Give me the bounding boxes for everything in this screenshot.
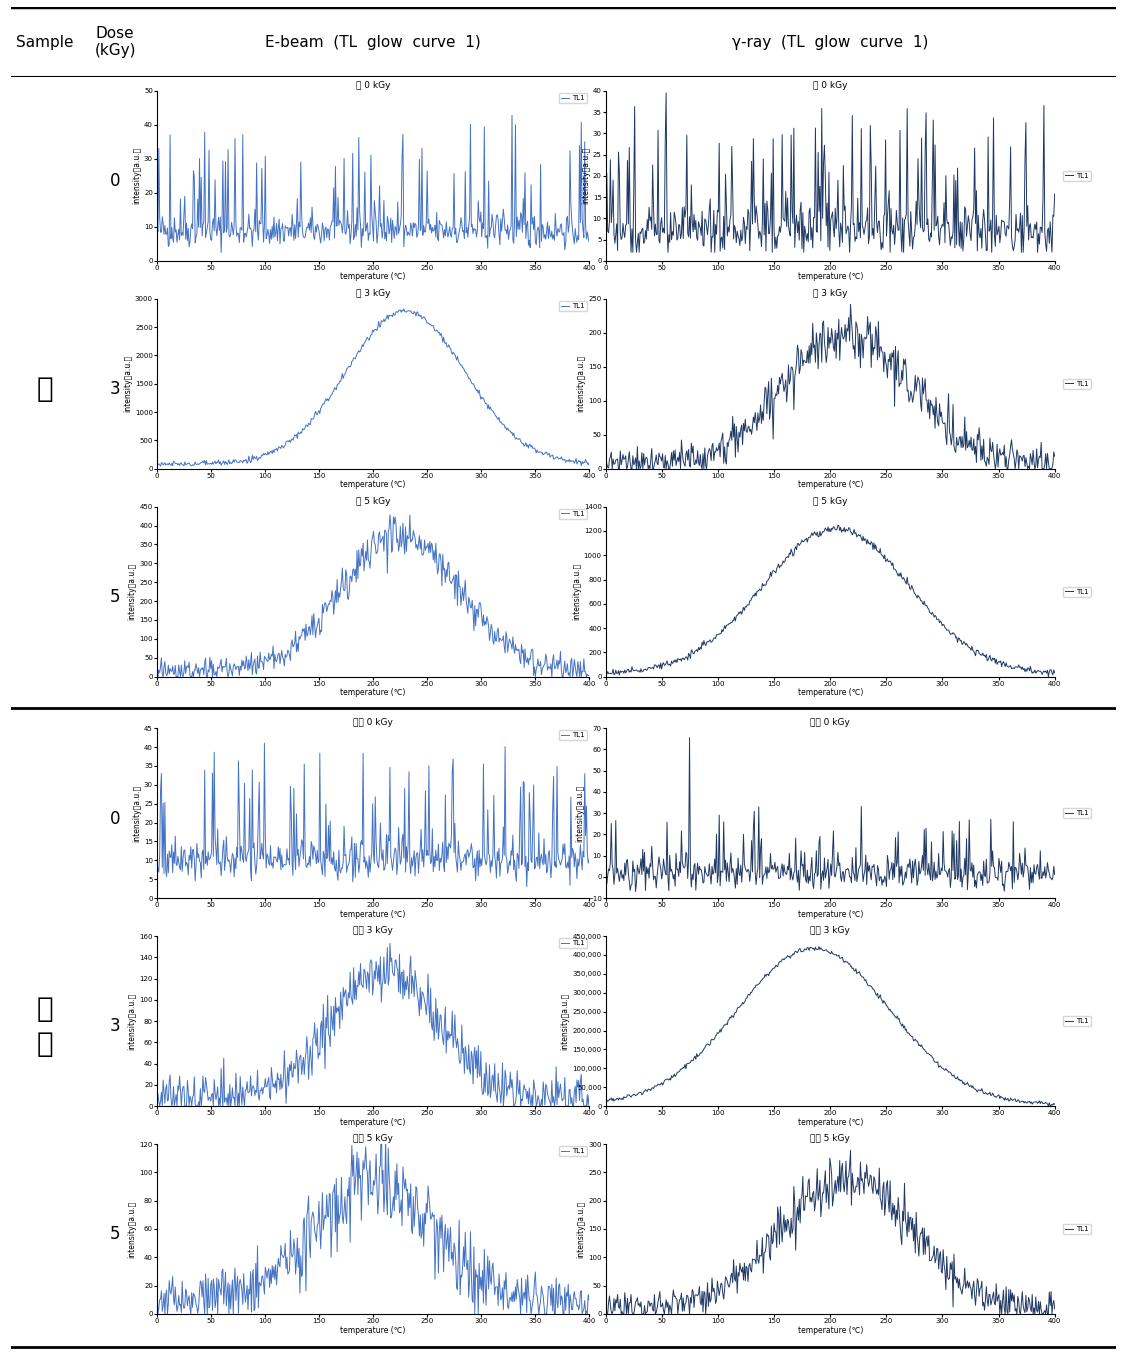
Y-axis label: intensity（a.u.）: intensity（a.u.） — [577, 355, 586, 412]
Y-axis label: intensity（a.u.）: intensity（a.u.） — [132, 785, 141, 842]
Legend: TL1: TL1 — [559, 508, 587, 519]
Legend: TL1: TL1 — [1063, 1224, 1091, 1234]
Legend: TL1: TL1 — [559, 731, 587, 740]
Legend: TL1: TL1 — [559, 938, 587, 948]
X-axis label: temperature (℃): temperature (℃) — [798, 910, 863, 918]
X-axis label: temperature (℃): temperature (℃) — [340, 1326, 406, 1334]
X-axis label: temperature (℃): temperature (℃) — [798, 689, 863, 697]
Title: 팩 0 kGy: 팩 0 kGy — [813, 81, 847, 89]
Y-axis label: intensity（a.u.）: intensity（a.u.） — [128, 993, 137, 1050]
Text: Sample: Sample — [16, 34, 74, 50]
Y-axis label: intensity（a.u.）: intensity（a.u.） — [132, 148, 141, 205]
Y-axis label: intensity（a.u.）: intensity（a.u.） — [123, 355, 132, 412]
Legend: TL1: TL1 — [559, 94, 587, 103]
Y-axis label: intensity（a.u.）: intensity（a.u.） — [128, 563, 137, 620]
Text: Dose
(kGy): Dose (kGy) — [94, 26, 136, 58]
X-axis label: temperature (℃): temperature (℃) — [340, 273, 406, 281]
Legend: TL1: TL1 — [1063, 378, 1091, 389]
X-axis label: temperature (℃): temperature (℃) — [340, 910, 406, 918]
Title: 녹구 0 kGy: 녹구 0 kGy — [810, 719, 850, 727]
Text: 3: 3 — [110, 1017, 120, 1036]
Title: 팩 5 kGy: 팩 5 kGy — [813, 496, 847, 506]
Title: 팩 3 kGy: 팩 3 kGy — [813, 289, 847, 298]
Text: 팩: 팩 — [37, 376, 53, 403]
Y-axis label: intensity（a.u.）: intensity（a.u.） — [572, 563, 581, 620]
Title: 팩 3 kGy: 팩 3 kGy — [356, 289, 390, 298]
Title: 녹구 5 kGy: 녹구 5 kGy — [810, 1134, 850, 1143]
Legend: TL1: TL1 — [559, 301, 587, 311]
Y-axis label: intensity（a.u.）: intensity（a.u.） — [576, 785, 585, 842]
Text: 5: 5 — [110, 589, 120, 606]
Legend: TL1: TL1 — [1063, 1016, 1091, 1026]
Y-axis label: intensity（a.u.）: intensity（a.u.） — [581, 148, 590, 205]
X-axis label: temperature (℃): temperature (℃) — [798, 1117, 863, 1127]
Text: 0: 0 — [110, 172, 120, 190]
X-axis label: temperature (℃): temperature (℃) — [340, 689, 406, 697]
X-axis label: temperature (℃): temperature (℃) — [340, 480, 406, 490]
Title: 팩 5 kGy: 팩 5 kGy — [356, 496, 390, 506]
Text: 3: 3 — [110, 380, 120, 399]
Title: 녹두 5 kGy: 녹두 5 kGy — [353, 1134, 393, 1143]
Text: E-beam  (TL  glow  curve  1): E-beam (TL glow curve 1) — [265, 34, 481, 50]
Y-axis label: intensity（a.u.）: intensity（a.u.） — [561, 993, 570, 1050]
Text: 녹
두: 녹 두 — [37, 995, 53, 1058]
Title: 녹두 0 kGy: 녹두 0 kGy — [353, 719, 393, 727]
Legend: TL1: TL1 — [1063, 587, 1091, 597]
Title: 녹구 3 kGy: 녹구 3 kGy — [810, 926, 850, 936]
X-axis label: temperature (℃): temperature (℃) — [340, 1117, 406, 1127]
X-axis label: temperature (℃): temperature (℃) — [798, 273, 863, 281]
Legend: TL1: TL1 — [1063, 171, 1091, 180]
Text: γ-ray  (TL  glow  curve  1): γ-ray (TL glow curve 1) — [732, 34, 929, 50]
Legend: TL1: TL1 — [1063, 808, 1091, 818]
Y-axis label: intensity（a.u.）: intensity（a.u.） — [128, 1200, 137, 1257]
Y-axis label: intensity（a.u.）: intensity（a.u.） — [577, 1200, 586, 1257]
Legend: TL1: TL1 — [559, 1146, 587, 1157]
X-axis label: temperature (℃): temperature (℃) — [798, 480, 863, 490]
Text: 0: 0 — [110, 810, 120, 827]
Title: 팩 0 kGy: 팩 0 kGy — [356, 81, 390, 89]
Title: 녹두 3 kGy: 녹두 3 kGy — [353, 926, 393, 936]
Text: 5: 5 — [110, 1226, 120, 1243]
X-axis label: temperature (℃): temperature (℃) — [798, 1326, 863, 1334]
